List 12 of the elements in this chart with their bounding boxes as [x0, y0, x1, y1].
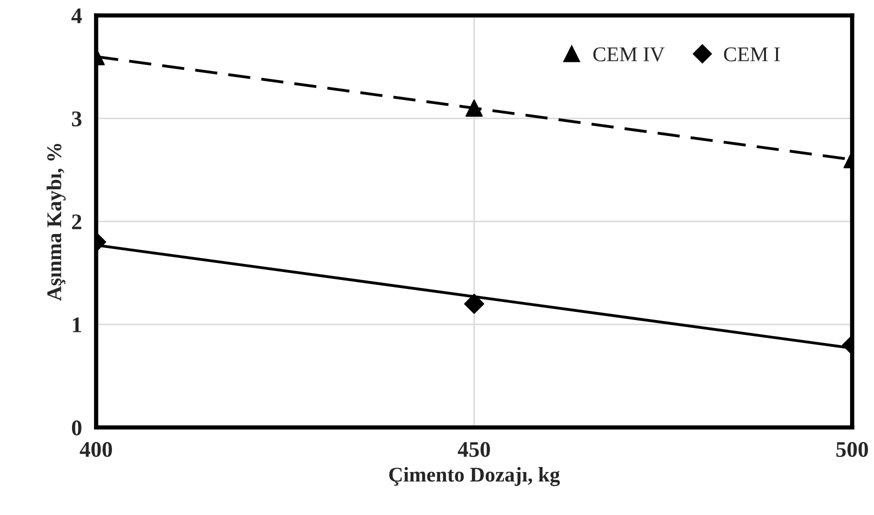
x-tick-label: 400: [80, 442, 112, 457]
x-tick-label: 450: [458, 442, 490, 457]
legend-label: CEM I: [724, 47, 780, 62]
y-tick-label: 4: [71, 8, 82, 24]
y-tick-label: 1: [72, 317, 82, 332]
y-axis-title: Aşınma Kaybı, %: [46, 144, 66, 301]
y-tick-label: 3: [72, 111, 82, 126]
y-tick-label: 0: [72, 420, 82, 436]
x-tick-label: 500: [836, 442, 868, 457]
y-tick-label: 2: [72, 214, 82, 230]
legend-label: CEM IV: [593, 47, 665, 62]
x-axis-title: Çimento Dozajı, kg: [389, 467, 560, 486]
